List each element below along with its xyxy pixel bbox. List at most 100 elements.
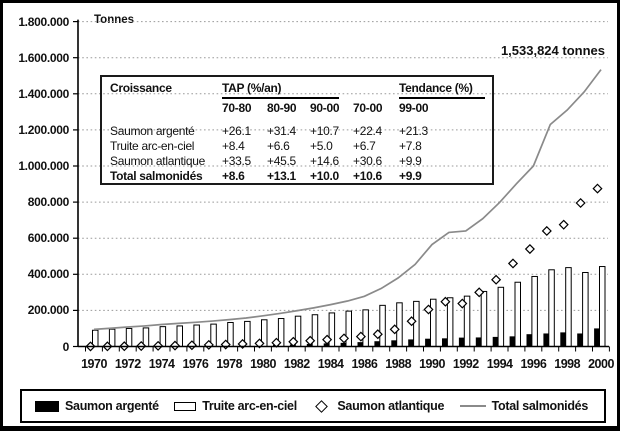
y-tick-label: 1.000.000 — [18, 159, 69, 173]
bar-saumon-argente — [408, 339, 414, 347]
y-tick-label: 200.000 — [27, 303, 70, 318]
legend-swatch-bar-black-icon — [35, 400, 59, 412]
table-cell: +30.6 — [353, 153, 382, 168]
bar-saumon-argente — [492, 336, 499, 347]
table-header-croissance: Croissance — [110, 81, 172, 95]
marker-saumon-atlantique — [220, 339, 231, 350]
table-row-label: Total salmonidés — [110, 168, 203, 183]
marker-saumon-atlantique — [203, 339, 214, 350]
table-subheader: 99-00 — [399, 100, 429, 115]
x-tick-label: 1988 — [385, 357, 412, 371]
table-cell: +10.7 — [310, 123, 339, 138]
table-subheader: 80-90 — [267, 100, 297, 115]
bar-truite-arc-en-ciel — [497, 286, 505, 347]
bar-saumon-argente — [441, 338, 448, 347]
legend-label: Total salmonidés — [491, 399, 589, 413]
bar-truite-arc-en-ciel — [413, 300, 420, 347]
bar-truite-arc-en-ciel — [582, 271, 589, 347]
table-cell: +26.1 — [222, 123, 251, 138]
bar-saumon-argente — [475, 337, 482, 347]
marker-saumon-atlantique — [423, 304, 434, 315]
table-cell: +9.9 — [399, 168, 422, 183]
table-cell: +14.6 — [310, 153, 339, 168]
y-tick-label: 1.800.000 — [18, 14, 69, 29]
x-tick-label: 1970 — [81, 357, 107, 371]
x-tick-label: 1998 — [554, 357, 581, 371]
table-cell: +8.4 — [222, 138, 245, 153]
table-subheader: 70-80 — [222, 100, 252, 115]
bar-truite-arc-en-ciel — [362, 309, 369, 347]
marker-saumon-atlantique — [524, 243, 535, 255]
x-tick-label: 1980 — [250, 357, 276, 371]
table-subheader-spacer — [110, 99, 222, 118]
bar-truite-arc-en-ciel — [396, 302, 403, 347]
y-axis-title: Tonnes — [94, 14, 135, 26]
table-cell: +8.6 — [222, 168, 245, 183]
bar-truite-arc-en-ciel — [108, 328, 116, 347]
x-tick-label: 2000 — [588, 357, 614, 371]
marker-saumon-atlantique — [507, 258, 519, 269]
bar-saumon-argente — [425, 338, 431, 347]
legend-label: Saumon argenté — [65, 399, 159, 413]
bar-saumon-argente — [458, 337, 465, 347]
table-header-spacer — [353, 82, 399, 99]
table-cell: +22.4 — [353, 123, 382, 138]
legend-item: Truite arc-en-ciel — [174, 399, 297, 413]
x-tick-label: 1984 — [317, 357, 344, 371]
marker-saumon-atlantique — [592, 183, 603, 194]
marker-saumon-atlantique — [491, 274, 502, 285]
bar-saumon-argente — [509, 336, 515, 347]
x-tick-label: 1972 — [114, 357, 141, 371]
x-tick-label: 1990 — [419, 357, 445, 371]
growth-rate-table: Croissance TAP (%/an) Tendance (%) 70-80 80-… — [100, 75, 494, 185]
legend-swatch-line-icon — [459, 405, 486, 407]
marker-saumon-atlantique — [558, 219, 569, 230]
bar-truite-arc-en-ciel — [531, 275, 538, 347]
table-cell: +10.0 — [310, 168, 339, 183]
legend-item: Saumon argenté — [35, 399, 159, 413]
table-cell: +31.4 — [267, 123, 296, 138]
legend-swatch-bar-white-icon — [174, 401, 197, 411]
marker-saumon-atlantique — [440, 296, 451, 307]
bar-truite-arc-en-ciel — [430, 298, 437, 348]
x-tick-label: 1996 — [520, 357, 547, 371]
bar-truite-arc-en-ciel — [599, 266, 606, 347]
marker-saumon-atlantique — [457, 298, 468, 309]
table-row-label: Truite arc-en-ciel — [110, 138, 195, 153]
plot-area — [73, 19, 610, 352]
bar-saumon-argente — [577, 333, 583, 347]
marker-saumon-atlantique — [322, 334, 333, 345]
legend-item: Total salmonidés — [459, 399, 589, 413]
table-header-tap: TAP (%/an) — [222, 81, 339, 99]
marker-saumon-atlantique — [355, 331, 366, 342]
table-cell: +9.9 — [399, 153, 422, 168]
y-tick-label: 1.400.000 — [18, 86, 69, 101]
bar-truite-arc-en-ciel — [92, 329, 99, 348]
bar-saumon-argente — [594, 328, 600, 347]
marker-saumon-atlantique — [575, 197, 586, 209]
table-header-tendance: Tendance (%) — [399, 81, 485, 99]
table-cell: +10.6 — [353, 168, 382, 183]
line-total-salmonides — [93, 69, 602, 331]
bar-saumon-argente — [526, 334, 532, 347]
legend-swatch-diamond-icon — [315, 399, 329, 413]
table-cell: +6.7 — [353, 138, 376, 153]
bar-truite-arc-en-ciel — [446, 297, 454, 348]
x-tick-label: 1976 — [182, 357, 209, 371]
bar-truite-arc-en-ciel — [565, 267, 572, 348]
table-row-label: Saumon argenté — [110, 123, 195, 138]
bar-truite-arc-en-ciel — [379, 304, 386, 348]
table-cell: +33.5 — [222, 153, 251, 168]
marker-saumon-atlantique — [541, 225, 552, 237]
marker-saumon-atlantique — [305, 335, 316, 346]
legend-label: Truite arc-en-ciel — [202, 399, 297, 413]
bar-truite-arc-en-ciel — [345, 310, 352, 348]
y-tick-label: 1.200.000 — [18, 122, 69, 137]
marker-saumon-atlantique — [372, 329, 383, 340]
x-tick-label: 1978 — [216, 357, 243, 371]
bar-saumon-argente — [560, 332, 566, 347]
y-tick-label: 400.000 — [27, 267, 70, 282]
marker-saumon-atlantique — [254, 338, 265, 349]
table-subheader: 90-00 — [310, 100, 340, 115]
